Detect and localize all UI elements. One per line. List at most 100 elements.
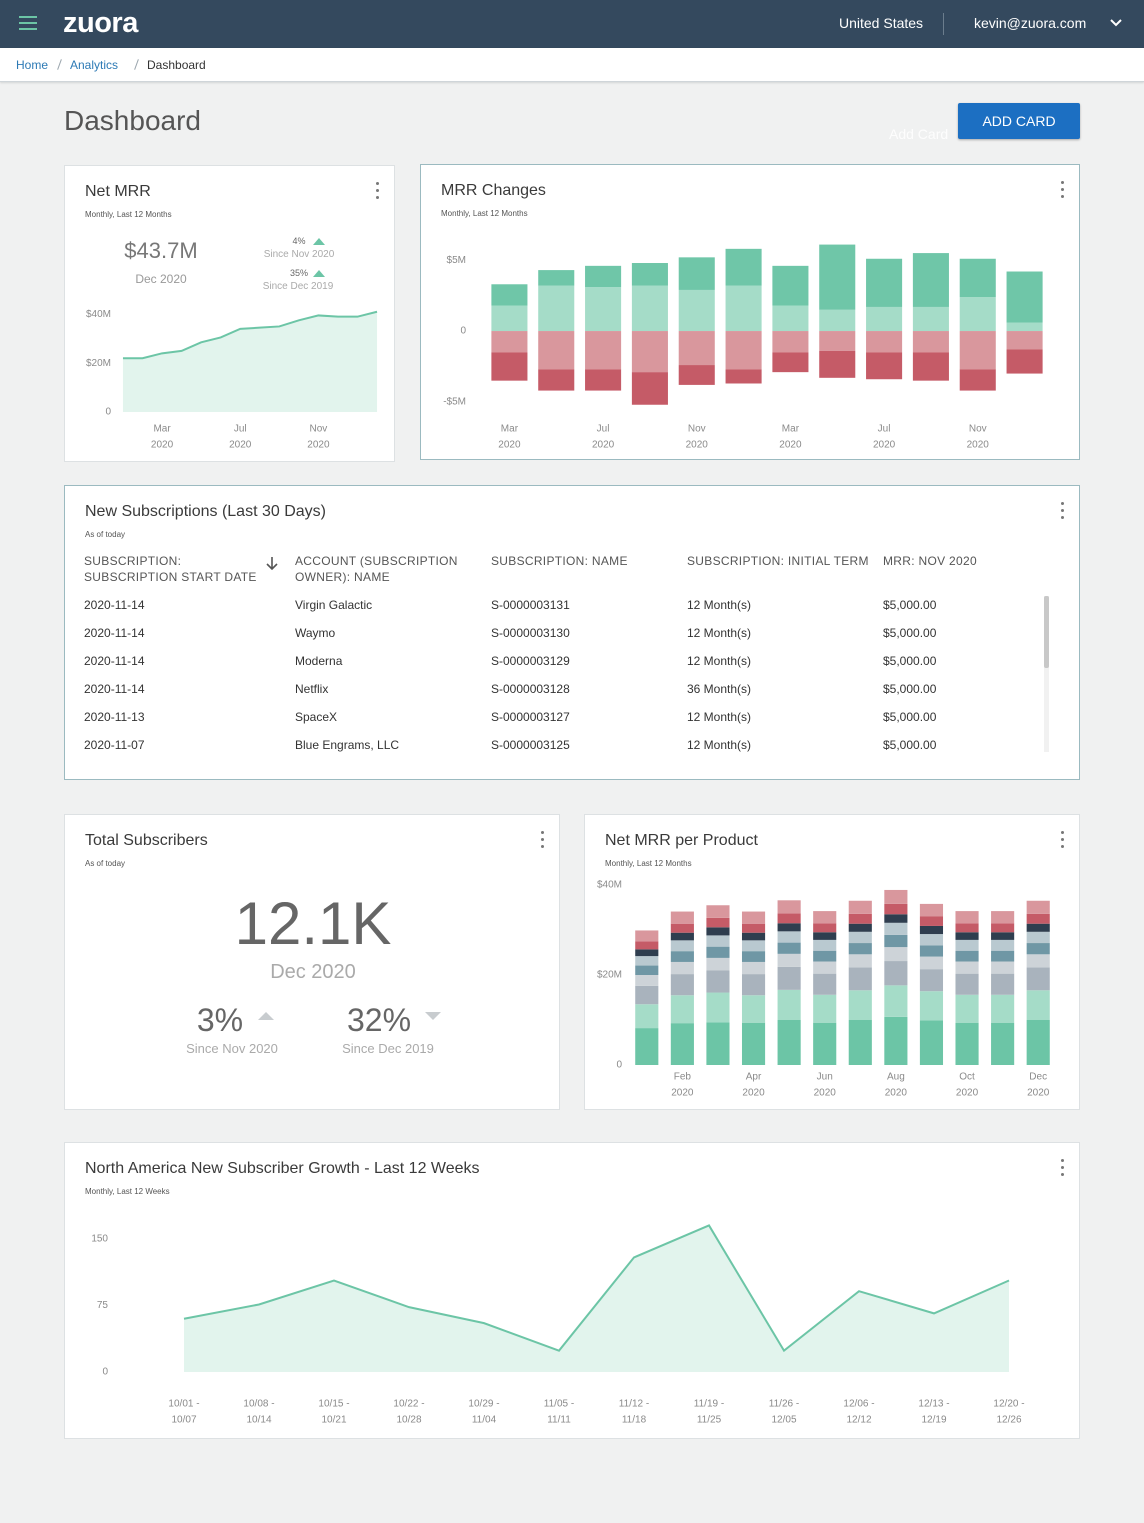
bar-segment bbox=[670, 940, 694, 952]
bar-segment bbox=[741, 923, 766, 933]
bar-segment bbox=[741, 974, 766, 996]
table-cell: Waymo bbox=[295, 626, 336, 640]
card: MRR Changes Monthly, Last 12 Months -$5M… bbox=[420, 164, 1080, 460]
bar-segment bbox=[777, 989, 801, 1020]
bar-segment bbox=[1026, 943, 1050, 955]
x-tick-label: 2020 bbox=[885, 1088, 908, 1099]
bar-segment bbox=[670, 911, 694, 924]
bar-segment bbox=[1006, 271, 1043, 323]
card-menu[interactable] bbox=[541, 831, 545, 849]
x-tick-label: 12/13 - bbox=[918, 1399, 949, 1410]
bar-segment bbox=[1026, 923, 1050, 932]
x-tick-label: 10/29 - bbox=[468, 1399, 499, 1410]
breadcrumb-link[interactable]: Home bbox=[16, 58, 49, 72]
bar-segment bbox=[912, 331, 949, 353]
page-title: Dashboard bbox=[64, 105, 201, 136]
column-header: SUBSCRIPTION: INITIAL TERM bbox=[687, 554, 869, 568]
kpi-value: 12.1K bbox=[234, 890, 392, 957]
bar-segment bbox=[919, 1020, 944, 1065]
add-card-button[interactable]: ADD CARD bbox=[958, 103, 1080, 139]
bar-segment bbox=[741, 940, 766, 952]
menu-button[interactable] bbox=[19, 16, 37, 30]
bar-segment bbox=[819, 331, 856, 351]
user-email[interactable]: kevin@zuora.com bbox=[974, 15, 1087, 31]
bar-segment bbox=[538, 369, 575, 391]
table-cell: S-0000003129 bbox=[491, 654, 570, 668]
x-tick-label: 10/01 - bbox=[168, 1399, 199, 1410]
x-tick-label: 2020 bbox=[814, 1088, 837, 1099]
x-tick-label: 12/26 bbox=[996, 1415, 1021, 1426]
bar-segment bbox=[635, 965, 659, 975]
bar-segment bbox=[991, 950, 1015, 962]
x-tick-label: Feb bbox=[674, 1072, 692, 1083]
bar-segment bbox=[813, 961, 837, 974]
bar-segment bbox=[848, 943, 872, 955]
y-tick-label: $20M bbox=[597, 970, 622, 981]
bar-segment bbox=[813, 923, 837, 933]
card-title: North America New Subscriber Growth - La… bbox=[85, 1160, 480, 1177]
bar-segment bbox=[585, 287, 622, 332]
region[interactable]: United States bbox=[839, 15, 924, 31]
card-subtitle: Monthly, Last 12 Months bbox=[605, 859, 692, 868]
card-menu[interactable] bbox=[376, 182, 380, 200]
y-tick-label: 0 bbox=[616, 1060, 622, 1071]
chart: 0 75 150 10/01 - 10/07 10/08 - 10/14 10/15 - 10/… bbox=[91, 1224, 1025, 1426]
bar-segment bbox=[884, 1016, 908, 1065]
x-tick-label: 2020 bbox=[307, 440, 330, 451]
bar-segment bbox=[955, 1022, 979, 1065]
logo[interactable]: zuora bbox=[63, 7, 138, 39]
bar-segment bbox=[919, 903, 944, 917]
bar-segment bbox=[706, 905, 730, 918]
bar-segment bbox=[678, 365, 715, 385]
x-tick-label: 12/12 bbox=[846, 1415, 871, 1426]
bar-segment bbox=[585, 265, 622, 288]
card-menu[interactable] bbox=[1061, 831, 1065, 849]
bar-segment bbox=[991, 932, 1015, 940]
bar-segment bbox=[991, 923, 1015, 933]
bar-segment bbox=[635, 1004, 659, 1029]
user-menu-chevron[interactable] bbox=[1109, 18, 1123, 28]
bar-segment bbox=[1006, 322, 1043, 332]
table-cell: 2020-11-14 bbox=[84, 598, 145, 612]
x-tick-label: 10/14 bbox=[246, 1415, 271, 1426]
table-cell: $5,000.00 bbox=[883, 710, 937, 724]
breadcrumb-separator bbox=[134, 59, 139, 70]
up-arrow bbox=[313, 238, 325, 245]
x-tick-label: 10/15 - bbox=[318, 1399, 349, 1410]
x-tick-label: Aug bbox=[887, 1072, 905, 1083]
bar-segment bbox=[848, 990, 872, 1020]
x-tick-label: 12/05 bbox=[771, 1415, 796, 1426]
card-menu[interactable] bbox=[1061, 1159, 1065, 1177]
bar-segment bbox=[819, 350, 856, 378]
table-cell: Netflix bbox=[295, 682, 329, 696]
card: North America New Subscriber Growth - La… bbox=[64, 1142, 1080, 1439]
bar-segment bbox=[772, 352, 809, 373]
bar-segment bbox=[959, 331, 996, 370]
bar-segment bbox=[1006, 349, 1043, 374]
y-tick-label: 0 bbox=[105, 407, 111, 418]
bar-segment bbox=[866, 306, 903, 332]
bar-segment bbox=[725, 369, 762, 384]
bar-segment bbox=[635, 985, 659, 1005]
card-menu[interactable] bbox=[1061, 502, 1065, 520]
bar-segment bbox=[635, 930, 659, 942]
x-tick-label: 11/11 bbox=[547, 1415, 571, 1426]
bar-segment bbox=[678, 289, 715, 332]
x-tick-label: 2020 bbox=[671, 1088, 694, 1099]
bar-segment bbox=[777, 900, 801, 914]
bar-segment bbox=[955, 923, 979, 933]
breadcrumb-link[interactable]: Analytics bbox=[70, 58, 119, 72]
sort-icon[interactable] bbox=[265, 556, 279, 572]
scrollbar-thumb[interactable] bbox=[1044, 596, 1049, 668]
bar-segment bbox=[706, 946, 730, 958]
bar-segment bbox=[1026, 913, 1050, 924]
card-menu[interactable] bbox=[1061, 181, 1065, 199]
bar-segment bbox=[491, 284, 528, 306]
card-title: Net MRR bbox=[85, 183, 151, 200]
card-subtitle: As of today bbox=[85, 530, 126, 539]
table-cell: S-0000003127 bbox=[491, 710, 570, 724]
up-arrow bbox=[258, 1012, 274, 1020]
bar-segment bbox=[491, 305, 528, 332]
x-tick-label: 10/08 - bbox=[243, 1399, 274, 1410]
